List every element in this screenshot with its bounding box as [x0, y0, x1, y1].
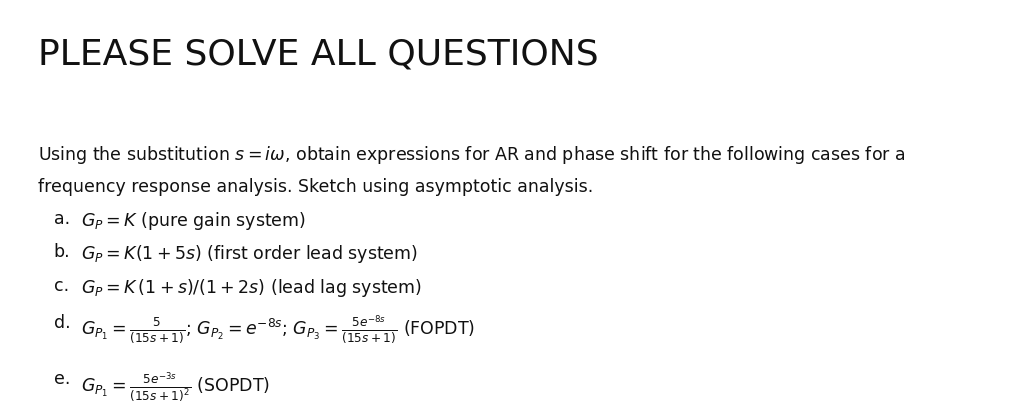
Text: $G_{P_1} = \frac{5}{(15s+1)}$; $G_{P_2} = e^{-8s}$; $G_{P_3} = \frac{5e^{-8s}}{(: $G_{P_1} = \frac{5}{(15s+1)}$; $G_{P_2} … — [81, 314, 475, 347]
Text: $G_{P_1} = \frac{5e^{-3s}}{(15s+1)^2}$ (SOPDT): $G_{P_1} = \frac{5e^{-3s}}{(15s+1)^2}$ (… — [81, 370, 270, 404]
Text: $G_P = K(1 + 5s)$ (first order lead system): $G_P = K(1 + 5s)$ (first order lead syst… — [81, 243, 418, 265]
Text: Using the substitution $s = i\omega$, obtain expressions for AR and phase shift : Using the substitution $s = i\omega$, ob… — [38, 144, 905, 166]
Text: d.: d. — [54, 314, 70, 332]
Text: c.: c. — [54, 277, 69, 295]
Text: b.: b. — [54, 243, 70, 261]
Text: $G_P = K\,(1 + s)/(1 + 2s)$ (lead lag system): $G_P = K\,(1 + s)/(1 + 2s)$ (lead lag sy… — [81, 277, 422, 299]
Text: $G_P = K$ (pure gain system): $G_P = K$ (pure gain system) — [81, 210, 305, 232]
Text: e.: e. — [54, 370, 70, 388]
Text: frequency response analysis. Sketch using asymptotic analysis.: frequency response analysis. Sketch usin… — [38, 178, 593, 196]
Text: PLEASE SOLVE ALL QUESTIONS: PLEASE SOLVE ALL QUESTIONS — [38, 37, 599, 72]
Text: a.: a. — [54, 210, 70, 228]
